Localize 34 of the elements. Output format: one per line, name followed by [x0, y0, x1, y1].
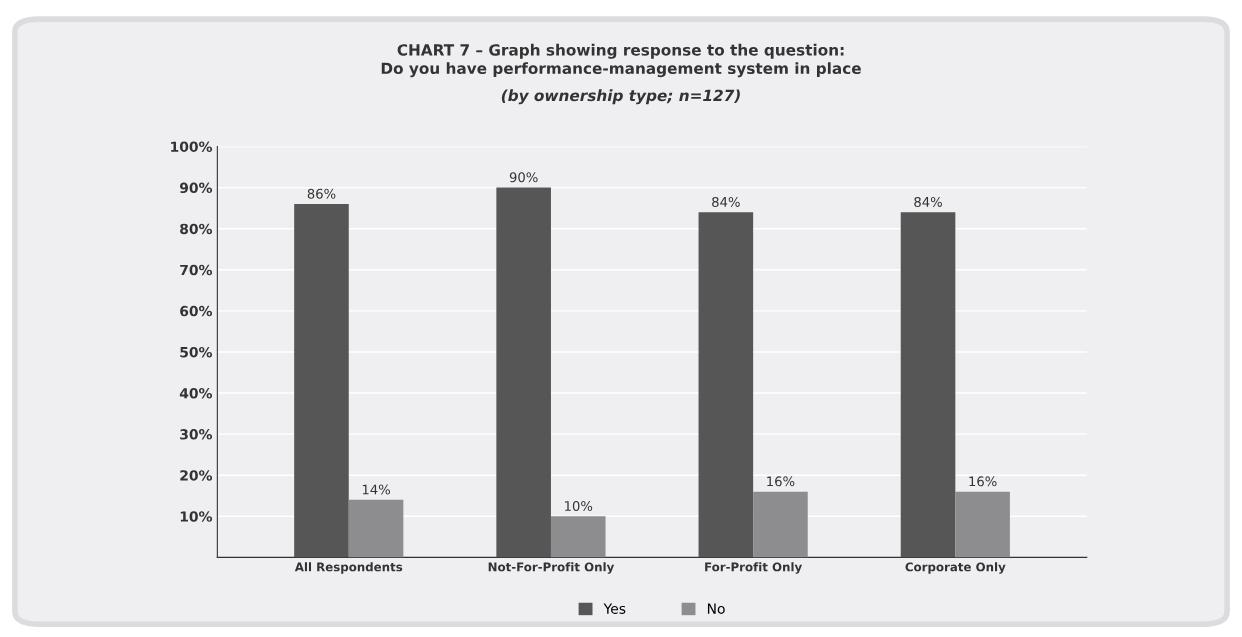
- data-label: 84%: [914, 196, 942, 207]
- bar: [348, 499, 404, 558]
- y-tick-label: 10%: [180, 511, 213, 522]
- y-tick-label: 100%: [171, 141, 213, 152]
- y-tick-label: 40%: [179, 388, 213, 399]
- y-tick-label: 50%: [180, 346, 213, 358]
- data-label: 90%: [509, 172, 538, 183]
- x-tick-label: All Respondents: [294, 562, 403, 574]
- data-label: 16%: [969, 476, 997, 487]
- data-label: 16%: [767, 476, 795, 487]
- y-tick-label: 30%: [180, 429, 213, 440]
- data-label: 84%: [712, 196, 740, 207]
- x-tick-label: Not-For-Profit Only: [488, 562, 615, 574]
- y-tick-label: 20%: [180, 470, 213, 481]
- data-label: 10%: [565, 500, 593, 511]
- bar: [955, 491, 1010, 558]
- bar: [698, 212, 754, 558]
- bar: [496, 187, 551, 558]
- legend-label: No: [707, 603, 725, 614]
- data-label: 86%: [307, 188, 336, 199]
- bar: [294, 204, 349, 558]
- bar: [550, 516, 606, 558]
- y-tick-label: 90%: [179, 182, 213, 194]
- bar: [753, 491, 808, 558]
- y-tick-label: 60%: [180, 305, 213, 317]
- y-tick-label: 80%: [180, 223, 213, 235]
- bar: [900, 212, 956, 558]
- chart-title: CHART 7 – Graph showing response to the question: Do you have performance-management system in place: [381, 43, 861, 78]
- data-label: 14%: [362, 484, 390, 495]
- y-tick-label: 70%: [180, 264, 213, 276]
- x-tick-label: For-Profit Only: [705, 562, 802, 574]
- legend-label: Yes: [603, 603, 626, 614]
- chart-subtitle: (by ownership type; n=127): [501, 89, 740, 105]
- x-tick-label: Corporate Only: [905, 562, 1006, 574]
